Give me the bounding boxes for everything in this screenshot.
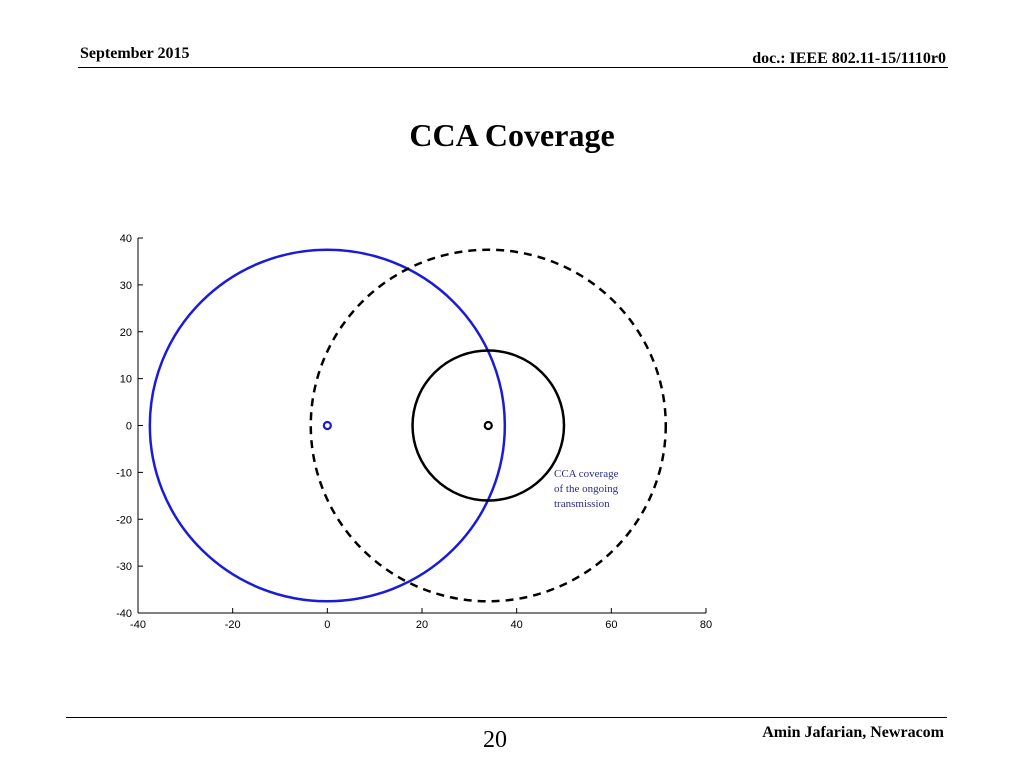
coverage-circle-2	[411, 349, 566, 502]
footer-author: Amin Jafarian, Newracom	[762, 724, 944, 741]
y-tick-label: 10	[120, 374, 132, 386]
y-tick-label: -20	[116, 514, 132, 526]
y-tick-label: -40	[116, 608, 132, 620]
y-tick-label: 40	[120, 233, 132, 245]
y-tick-label: 30	[120, 280, 132, 292]
page-number: 20	[483, 727, 507, 753]
y-tick-label: 20	[120, 327, 132, 339]
x-tick-label: 40	[511, 619, 523, 631]
x-tick-label: 80	[700, 619, 712, 631]
header-doc-id: doc.: IEEE 802.11-15/1110r0	[752, 50, 946, 67]
x-tick-label: 20	[416, 619, 428, 631]
node-marker-1	[483, 420, 493, 431]
node-marker-0	[322, 420, 332, 431]
coverage-circle-0	[148, 248, 507, 603]
coverage-circle-1	[309, 248, 668, 603]
x-tick-label: -20	[225, 619, 241, 631]
footer-divider	[66, 717, 947, 718]
annotation-line: CCA coverage	[554, 468, 619, 480]
annotation-line: of the ongoing	[554, 483, 619, 495]
x-tick-label: -40	[130, 619, 146, 631]
header-date: September 2015	[80, 45, 190, 62]
y-tick-label: 0	[126, 421, 132, 433]
y-tick-label: -30	[116, 561, 132, 573]
y-tick-label: -10	[116, 467, 132, 479]
x-tick-label: 0	[324, 619, 330, 631]
x-tick-label: 60	[605, 619, 617, 631]
header-divider	[78, 67, 948, 68]
annotation-line: transmission	[554, 498, 610, 510]
slide-title: CCA Coverage	[409, 117, 615, 153]
cca-annotation: CCA coverage of the ongoing transmission	[554, 467, 618, 512]
